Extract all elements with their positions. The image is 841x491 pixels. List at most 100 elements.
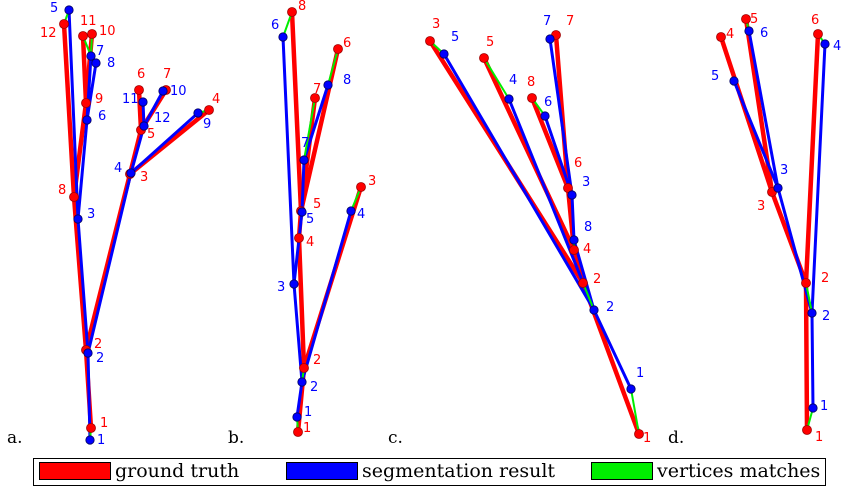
- seg-vertex: [807, 308, 817, 318]
- gt-edge: [61, 21, 77, 200]
- seg-edge: [85, 61, 98, 122]
- seg-vertex: [138, 97, 148, 107]
- gt-vertex: [527, 93, 537, 103]
- gt-vertex-label: 11: [80, 14, 97, 29]
- seg-vertex: [540, 111, 550, 121]
- seg-edge: [281, 35, 296, 286]
- seg-edge: [592, 308, 633, 391]
- seg-edge: [300, 158, 306, 214]
- seg-vertex: [323, 80, 333, 90]
- seg-vertex: [744, 26, 754, 36]
- seg-vertex: [289, 279, 299, 289]
- seg-edge: [810, 311, 815, 410]
- seg-edge: [142, 89, 165, 128]
- gt-edge: [289, 9, 304, 214]
- seg-vertex-label: 6: [760, 26, 768, 41]
- gt-vertex-label: 3: [140, 170, 148, 185]
- seg-vertex-label: 1: [636, 366, 644, 381]
- seg-vertex-label: 4: [509, 73, 517, 88]
- gt-vertex-label: 7: [163, 67, 171, 82]
- seg-vertex-label: 9: [203, 117, 211, 132]
- gt-vertex-label: 1: [815, 430, 823, 445]
- gt-vertex-label: 2: [593, 272, 601, 287]
- gt-vertex: [59, 19, 69, 29]
- gt-vertex-label: 6: [811, 13, 819, 28]
- panel-letter-d: d.: [668, 428, 685, 448]
- seg-vertex-label: 7: [301, 136, 309, 151]
- seg-vertex: [278, 32, 288, 42]
- gt-vertex: [801, 278, 811, 288]
- seg-vertex: [545, 34, 555, 44]
- seg-edge: [570, 193, 576, 242]
- seg-edge: [129, 111, 200, 175]
- matches-swatch: [591, 462, 653, 480]
- gt-vertex-label: 6: [137, 67, 145, 82]
- gt-vertex-label: 8: [58, 183, 66, 198]
- seg-edge: [507, 97, 596, 312]
- gt-vertex: [356, 182, 366, 192]
- seg-vertex: [504, 94, 514, 104]
- seg-vertex: [158, 86, 168, 96]
- seg-vertex: [808, 403, 818, 413]
- seg-vertex-label: 2: [606, 300, 614, 315]
- gt-vertex-label: 1: [303, 421, 311, 436]
- gt-vertex: [69, 192, 79, 202]
- gt-vertex: [81, 98, 91, 108]
- seg-vertex-label: 8: [584, 220, 592, 235]
- gt-vertex-label: 4: [212, 92, 220, 107]
- seg-edge: [76, 217, 90, 355]
- seg-vertex-label: 3: [780, 163, 788, 178]
- seg-vertex: [86, 51, 96, 61]
- seg-vertex-label: 8: [107, 56, 115, 71]
- seg-vertex: [346, 206, 356, 216]
- seg-vertex: [297, 207, 307, 217]
- ground-truth-label: ground truth: [115, 460, 240, 482]
- seg-edge: [292, 210, 304, 286]
- gt-vertex-label: 8: [527, 75, 535, 90]
- seg-vertex-label: 6: [271, 18, 279, 33]
- seg-vertex-label: 7: [96, 44, 104, 59]
- gt-vertex-label: 3: [432, 17, 440, 32]
- seg-edge: [76, 118, 89, 221]
- seg-vertex: [567, 190, 577, 200]
- gt-vertex-label: 2: [313, 353, 321, 368]
- gt-vertex-label: 6: [343, 36, 351, 51]
- gt-vertex: [741, 14, 751, 24]
- gt-vertex: [310, 93, 320, 103]
- seg-vertex: [73, 214, 83, 224]
- seg-vertex: [82, 115, 92, 125]
- seg-edge: [300, 209, 353, 384]
- seg-vertex: [729, 76, 739, 86]
- legend: ground truth segmentation result vertice…: [33, 458, 826, 486]
- gt-vertex: [333, 44, 343, 54]
- seg-vertex-label: 4: [114, 161, 122, 176]
- panel-letter-a: a.: [7, 428, 23, 448]
- seg-vertex-label: 5: [50, 1, 58, 16]
- gt-vertex-label: 4: [583, 242, 591, 257]
- gt-edge: [296, 235, 307, 371]
- seg-vertex-label: 10: [170, 84, 187, 99]
- gt-vertex: [425, 36, 435, 46]
- seg-vertex-label: 2: [822, 309, 830, 324]
- seg-edge: [747, 29, 780, 190]
- seg-vertex: [64, 5, 74, 15]
- seg-vertex-label: 3: [582, 175, 590, 190]
- seg-vertex-label: 8: [343, 73, 351, 88]
- seg-vertex-label: 3: [277, 280, 285, 295]
- gt-vertex-label: 5: [750, 12, 758, 27]
- seg-vertex-label: 6: [98, 109, 106, 124]
- match-line: [630, 388, 640, 435]
- gt-vertex-label: 4: [306, 235, 314, 250]
- seg-vertex-label: 6: [544, 95, 552, 110]
- seg-vertex-label: 5: [451, 30, 459, 45]
- seg-edge: [810, 42, 827, 315]
- gt-vertex-label: 1: [643, 431, 651, 446]
- seg-vertex-label: 1: [820, 399, 828, 414]
- seg-vertex: [569, 235, 579, 245]
- gt-vertex: [569, 245, 579, 255]
- gt-vertex-label: 5: [147, 127, 155, 142]
- seg-edge: [543, 114, 574, 197]
- gt-edge: [481, 55, 577, 253]
- gt-edge: [298, 46, 341, 214]
- gt-vertex: [134, 85, 144, 95]
